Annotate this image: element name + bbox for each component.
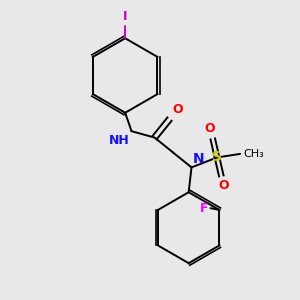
Text: NH: NH	[109, 134, 130, 147]
Text: F: F	[200, 202, 208, 215]
Text: CH₃: CH₃	[243, 149, 264, 159]
Text: O: O	[219, 179, 230, 192]
Text: I: I	[123, 11, 127, 23]
Text: O: O	[172, 103, 183, 116]
Text: O: O	[205, 122, 215, 136]
Text: S: S	[212, 150, 222, 164]
Text: N: N	[193, 152, 204, 166]
